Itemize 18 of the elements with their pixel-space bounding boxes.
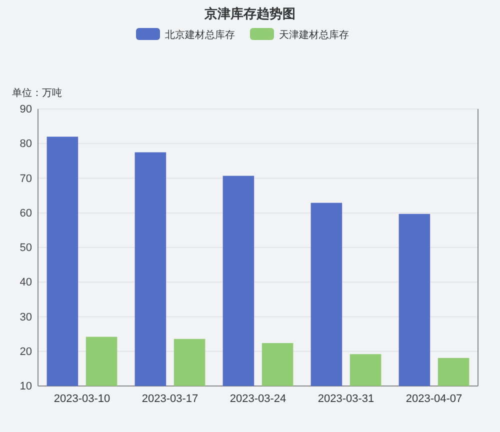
x-tick-label: 2023-03-31	[318, 392, 374, 405]
x-tick-label: 2023-03-24	[230, 392, 286, 405]
y-tick-label: 20	[20, 346, 32, 358]
x-tick-label: 2023-03-17	[142, 392, 198, 405]
chart-title: 京津库存趋势图	[204, 6, 296, 22]
y-tick-label: 50	[20, 242, 32, 254]
y-tick-label: 90	[20, 104, 32, 116]
y-tick-label: 60	[20, 207, 32, 220]
y-axis-title: 单位：万吨	[12, 87, 62, 99]
legend-label: 天津建材总库存	[279, 29, 349, 41]
y-tick-label: 10	[20, 380, 32, 393]
y-tick-label: 40	[20, 276, 32, 289]
y-tick-label: 70	[20, 172, 32, 185]
x-tick-label: 2023-04-07	[406, 392, 462, 405]
x-tick-label: 2023-03-10	[54, 392, 110, 405]
legend-label: 北京建材总库存	[165, 29, 235, 41]
y-tick-label: 80	[20, 138, 32, 150]
y-tick-label: 30	[20, 311, 32, 324]
